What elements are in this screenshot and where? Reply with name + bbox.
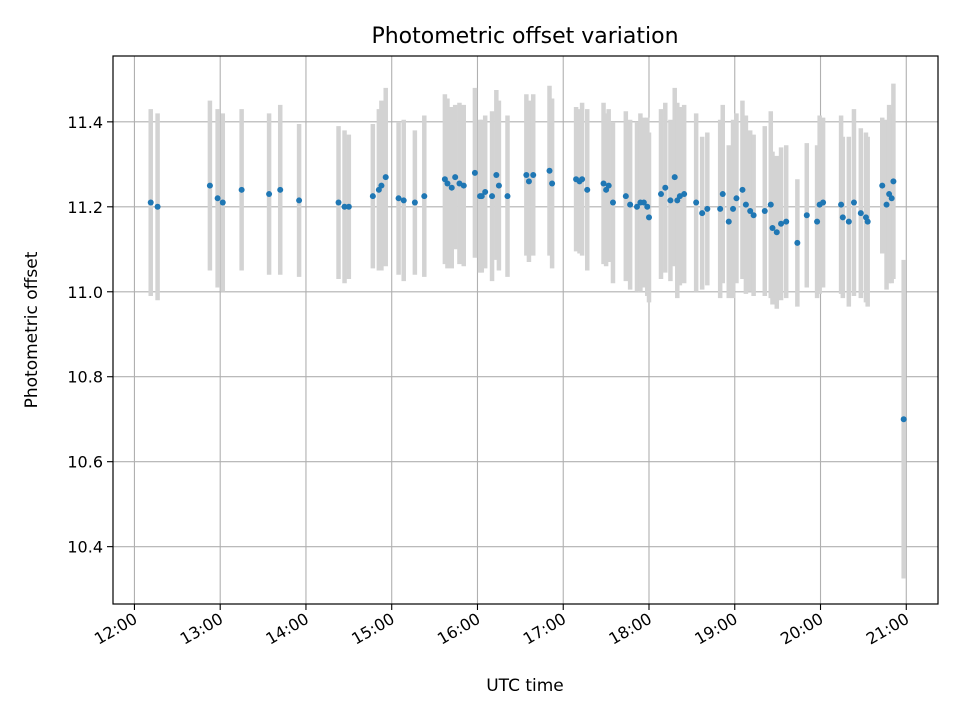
data-point [739,186,746,193]
data-point [214,195,221,202]
y-tick-label: 11.0 [67,283,103,302]
data-point [879,182,886,189]
data-point [219,199,226,206]
data-point [730,205,737,212]
data-point [525,178,532,185]
data-point [482,188,489,195]
data-point [747,208,754,215]
data-point [266,191,273,198]
data-point [769,225,776,232]
data-point [838,201,845,208]
data-point [493,171,500,178]
data-point [584,186,591,193]
data-point [693,199,700,206]
data-point [662,184,669,191]
data-point [622,193,629,200]
data-point [335,199,342,206]
data-point [725,218,732,225]
data-point [489,193,496,200]
y-axis-label: Photometric offset [22,251,42,408]
y-axis: 10.4 10.6 10.8 11.0 11.2 11.4 [67,113,113,557]
data-point [504,193,511,200]
data-point [448,184,455,191]
data-point [839,214,846,221]
data-point [421,193,428,200]
y-tick-label: 11.2 [67,198,103,217]
data-point [633,203,640,210]
data-point [699,210,706,217]
data-point [609,199,616,206]
data-point [546,167,553,174]
data-point [794,239,801,246]
data-point [154,203,161,210]
y-tick-label: 10.6 [67,453,103,472]
plot-frame [112,55,939,605]
data-point [206,182,213,189]
data-point [761,208,768,215]
data-point [382,174,389,181]
data-point [783,218,790,225]
x-axis-label: UTC time [486,676,564,696]
data-point [900,416,907,423]
y-tick-label: 10.4 [67,538,103,557]
data-point [530,171,537,178]
data-points [147,167,907,423]
data-point [850,199,857,206]
data-point [277,186,284,193]
data-point [495,182,502,189]
data-point [460,182,467,189]
data-point [644,203,651,210]
data-point [400,197,407,204]
data-point [704,205,711,212]
data-point [411,199,418,206]
data-point [444,180,451,187]
data-point [341,203,348,210]
data-point [767,201,774,208]
data-point [864,218,871,225]
data-point [803,212,810,219]
data-point [369,193,376,200]
data-point [671,174,678,181]
data-point [645,214,652,221]
data-point [667,197,674,204]
data-point [605,182,612,189]
y-tick-label: 10.8 [67,368,103,387]
data-point [296,197,303,204]
data-point [549,180,556,187]
data-point [820,199,827,206]
chart-title: Photometric offset variation [371,24,678,49]
data-point [742,201,749,208]
data-point [478,193,485,200]
data-point [640,199,647,206]
data-point [845,218,852,225]
data-point [719,191,726,198]
data-point [452,174,459,181]
data-point [238,186,245,193]
data-point [523,171,530,178]
data-point [733,195,740,202]
y-tick-label: 11.4 [67,113,103,132]
data-point [627,201,634,208]
data-point [657,191,664,198]
data-point [147,199,154,206]
data-point [345,203,352,210]
data-point [814,218,821,225]
data-point [750,212,757,219]
data-point [600,180,607,187]
data-point [717,205,724,212]
data-point [773,229,780,236]
data-point [888,195,895,202]
data-point [579,176,586,183]
data-point [778,220,785,227]
data-point [681,191,688,198]
data-point [471,169,478,176]
data-point [883,201,890,208]
data-point [857,210,864,217]
data-point [378,182,385,189]
data-point [395,195,402,202]
data-point [890,178,897,185]
